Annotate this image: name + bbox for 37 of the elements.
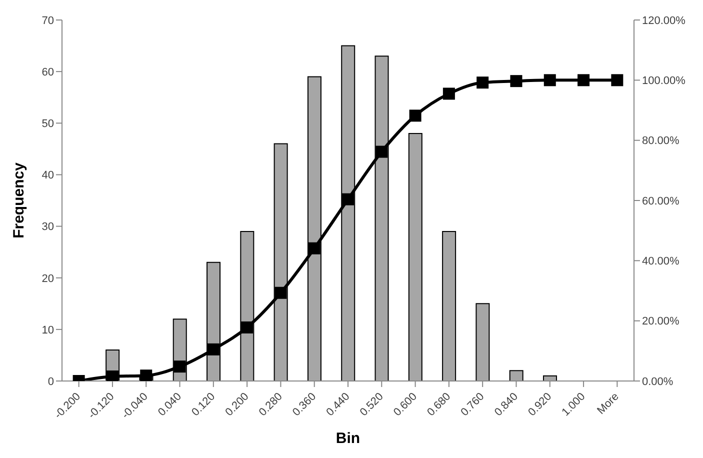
bar — [509, 370, 524, 381]
y2-tick-label: 120.00% — [642, 14, 686, 27]
y-tick-label: 50 — [42, 118, 54, 130]
y2-tick-label: 40.00% — [642, 256, 680, 268]
point — [544, 74, 556, 86]
y-tick-label: 0 — [48, 376, 54, 388]
y-tick-label: 30 — [42, 221, 54, 234]
y-tick-label: 60 — [42, 66, 54, 78]
point — [442, 88, 455, 100]
point — [241, 321, 254, 334]
point — [409, 110, 422, 122]
y-tick-label: 10 — [42, 324, 54, 336]
y-axis-title: Frequency — [10, 162, 28, 238]
y2-tick-label: 0.00% — [642, 376, 674, 388]
bar — [442, 230, 456, 381]
point — [510, 75, 522, 88]
point — [611, 74, 624, 86]
point — [207, 343, 220, 356]
point — [376, 146, 388, 158]
point — [476, 76, 489, 89]
point — [308, 242, 320, 254]
point — [140, 370, 152, 381]
y2-tick-label: 100.00% — [642, 75, 686, 88]
bar — [408, 132, 422, 381]
point — [174, 360, 186, 373]
point — [106, 370, 118, 381]
point — [342, 193, 354, 206]
point — [274, 286, 287, 299]
x-axis-title: Bin — [336, 430, 360, 447]
y-tick-label: 20 — [42, 272, 54, 285]
y2-tick-label: 60.00% — [642, 195, 680, 208]
point — [578, 74, 590, 86]
y2-tick-label: 80.00% — [642, 135, 680, 148]
y2-tick-label: 20.00% — [642, 316, 680, 328]
bar — [476, 303, 490, 381]
y-tick-label: 70 — [42, 14, 54, 27]
y-tick-label: 40 — [42, 170, 54, 182]
